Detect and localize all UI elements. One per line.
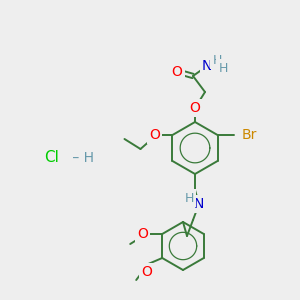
Text: O: O [190,101,200,115]
Text: O: O [137,227,148,241]
Text: O: O [141,265,152,279]
Text: H: H [184,191,194,205]
Text: N: N [194,197,204,211]
Text: Br: Br [242,128,257,142]
Text: H: H [212,53,222,67]
Text: Cl: Cl [45,151,59,166]
Text: O: O [172,65,182,79]
Text: O: O [149,128,160,142]
Text: H: H [218,61,228,74]
Text: N: N [202,59,212,73]
Text: – H: – H [68,151,94,165]
